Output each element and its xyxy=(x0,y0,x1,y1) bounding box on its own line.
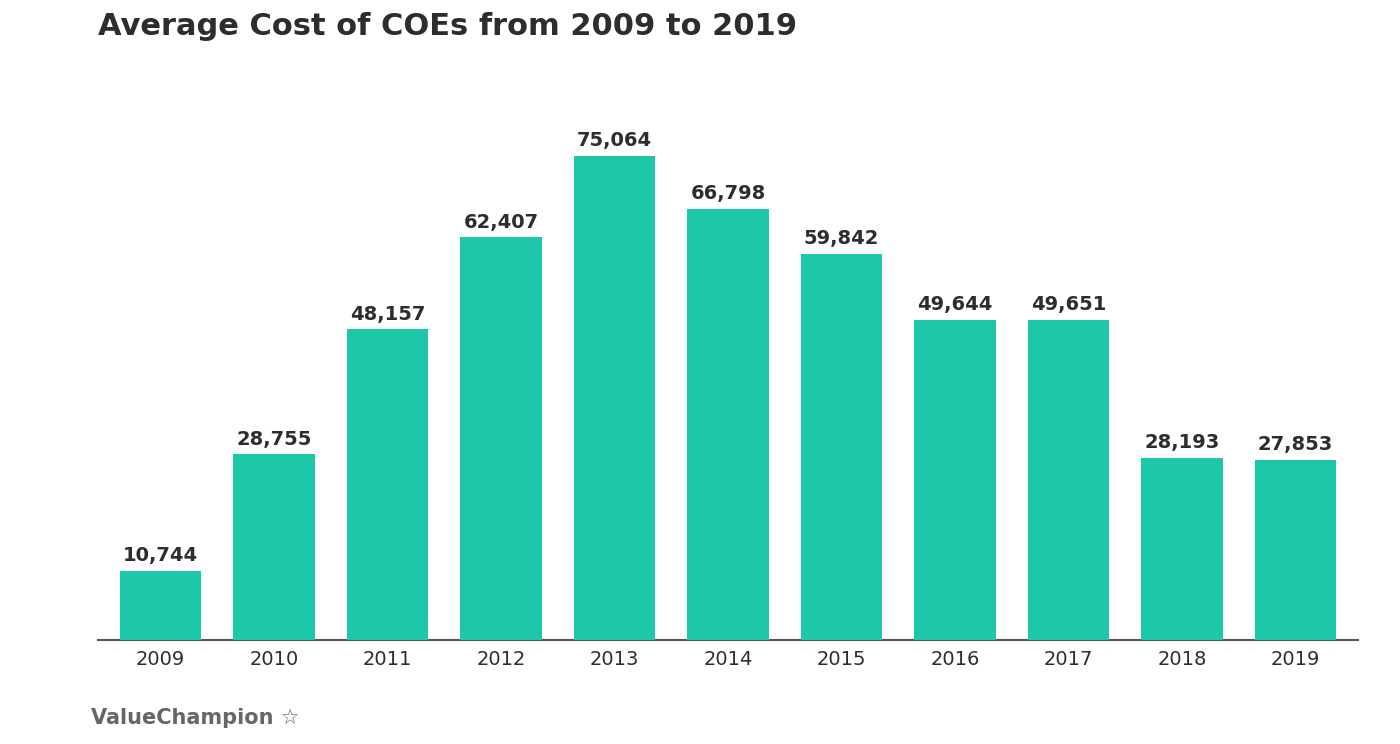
Bar xyxy=(347,330,428,640)
Text: 10,744: 10,744 xyxy=(123,546,197,565)
Bar xyxy=(1141,458,1224,640)
Text: 59,842: 59,842 xyxy=(804,229,879,248)
Bar xyxy=(687,209,769,640)
Bar xyxy=(574,155,655,640)
Text: 49,644: 49,644 xyxy=(917,295,993,314)
Text: 27,853: 27,853 xyxy=(1259,435,1333,455)
Bar xyxy=(914,320,995,640)
Bar xyxy=(1254,461,1337,640)
Text: 49,651: 49,651 xyxy=(1030,295,1106,314)
Text: 62,407: 62,407 xyxy=(463,213,539,231)
Bar xyxy=(119,571,202,640)
Text: Average Cost of COEs from 2009 to 2019: Average Cost of COEs from 2009 to 2019 xyxy=(98,11,797,40)
Bar xyxy=(461,237,542,640)
Text: 75,064: 75,064 xyxy=(577,131,652,150)
Text: 48,157: 48,157 xyxy=(350,304,426,324)
Bar xyxy=(1028,320,1109,640)
Text: ValueChampion ☆: ValueChampion ☆ xyxy=(91,708,300,728)
Text: 28,755: 28,755 xyxy=(237,429,312,449)
Bar xyxy=(801,254,882,640)
Bar xyxy=(232,455,315,640)
Text: 66,798: 66,798 xyxy=(690,185,766,203)
Text: 28,193: 28,193 xyxy=(1144,433,1219,452)
